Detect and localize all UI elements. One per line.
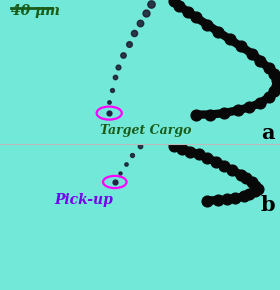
Point [129, 153, 134, 157]
Text: b: b [260, 195, 275, 215]
Point [233, 196, 237, 201]
Text: Pick-up: Pick-up [55, 193, 113, 207]
Point [222, 111, 226, 115]
Point [272, 72, 277, 76]
Point [247, 192, 251, 197]
Point [216, 198, 221, 202]
Point [115, 64, 120, 69]
Point [138, 21, 142, 26]
Point [253, 183, 257, 188]
Point [253, 189, 257, 194]
Point [275, 83, 279, 88]
Point [255, 186, 260, 191]
Point [239, 44, 243, 49]
Point [185, 9, 190, 14]
Point [241, 194, 246, 199]
Point [124, 162, 128, 166]
Point [110, 88, 114, 92]
Point [244, 176, 249, 181]
Point [272, 89, 277, 94]
Point [205, 22, 209, 27]
Point [230, 168, 235, 173]
Point [171, 144, 176, 148]
Point [267, 95, 271, 99]
Point [208, 112, 212, 117]
Point [194, 15, 198, 20]
Point [236, 108, 240, 113]
Point [138, 144, 142, 149]
Point [258, 59, 263, 63]
Point [197, 152, 201, 157]
Point [113, 180, 117, 184]
Text: 40 μm: 40 μm [11, 4, 60, 18]
Point [127, 41, 131, 46]
Point [258, 101, 263, 105]
Text: a: a [261, 123, 274, 143]
Point [247, 105, 251, 110]
Point [180, 146, 184, 151]
Point [107, 99, 111, 104]
Point [205, 198, 209, 203]
Point [250, 51, 254, 56]
Point [216, 30, 221, 34]
Point [149, 2, 153, 7]
Point [171, 0, 176, 4]
Point [118, 170, 123, 175]
Point [194, 112, 198, 117]
Point [222, 164, 226, 168]
Point [205, 156, 209, 160]
Point [239, 172, 243, 177]
Point [225, 197, 229, 202]
Point [107, 111, 111, 115]
Point [267, 66, 271, 70]
Point [227, 37, 232, 41]
Text: Target Cargo: Target Cargo [100, 124, 191, 137]
Point [143, 11, 148, 15]
Point [275, 77, 279, 82]
Point [188, 149, 193, 154]
Point [113, 75, 117, 79]
Point [177, 3, 181, 8]
Point [121, 53, 125, 57]
Point [132, 31, 137, 36]
Point [250, 180, 254, 184]
Point [213, 160, 218, 164]
